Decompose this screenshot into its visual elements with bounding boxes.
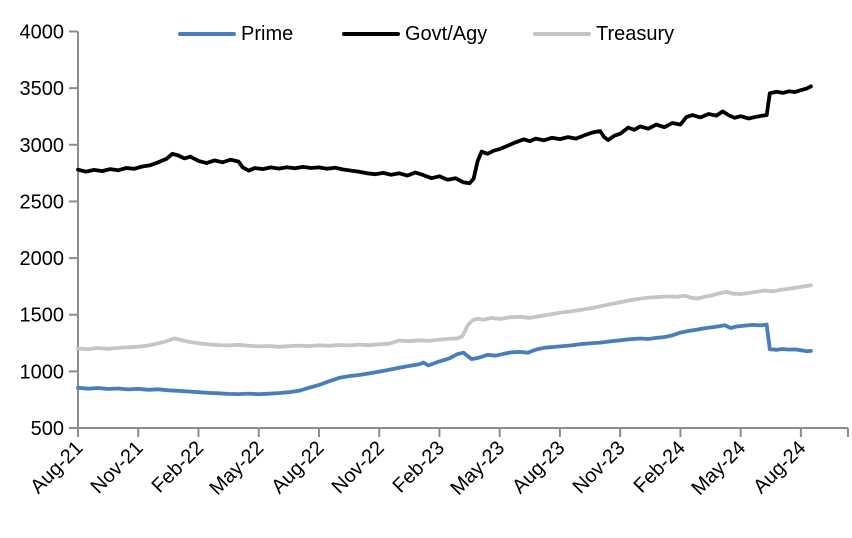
- legend-label-govt-agy: Govt/Agy: [405, 22, 488, 45]
- legend-swatch-govt-agy: [342, 32, 400, 36]
- y-tick-label: 1500: [20, 305, 65, 327]
- legend-item-treasury: Treasury: [533, 22, 674, 46]
- x-tick-label: Feb-23: [389, 437, 449, 497]
- x-tick-label: Aug-23: [508, 437, 569, 498]
- y-tick-label: 4000: [20, 22, 65, 44]
- series-line-treasury: [76, 283, 813, 352]
- series-line-govt-agy: [76, 84, 813, 186]
- legend-swatch-prime: [178, 32, 236, 36]
- x-tick-label: Feb-24: [630, 437, 690, 497]
- x-tick-label: Aug-22: [267, 437, 328, 498]
- x-tick-label: Aug-21: [26, 437, 87, 498]
- legend-label-treasury: Treasury: [596, 22, 675, 45]
- x-tick-label: May-23: [446, 437, 509, 500]
- y-tick-label: 3000: [20, 135, 65, 157]
- y-tick-label: 1000: [20, 361, 65, 383]
- y-tick-label: 3500: [20, 78, 65, 100]
- x-tick-label: May-22: [206, 437, 269, 500]
- y-tick-label: 2000: [20, 248, 65, 270]
- y-tick-label: 2500: [20, 191, 65, 213]
- legend-label-prime: Prime: [241, 22, 294, 45]
- series-line-prime: [76, 322, 813, 397]
- x-tick-label: Aug-24: [749, 437, 810, 498]
- y-tick-label: 500: [31, 418, 64, 440]
- legend-item-govt-agy: Govt/Agy: [342, 22, 487, 46]
- x-tick-label: Feb-22: [148, 437, 208, 497]
- x-tick-label: May-24: [687, 437, 750, 500]
- x-tick-label: Nov-21: [87, 437, 148, 498]
- legend-item-prime: Prime: [178, 22, 293, 46]
- x-tick-label: Nov-22: [328, 437, 389, 498]
- legend-swatch-treasury: [533, 32, 591, 36]
- x-tick-label: Nov-23: [569, 437, 630, 498]
